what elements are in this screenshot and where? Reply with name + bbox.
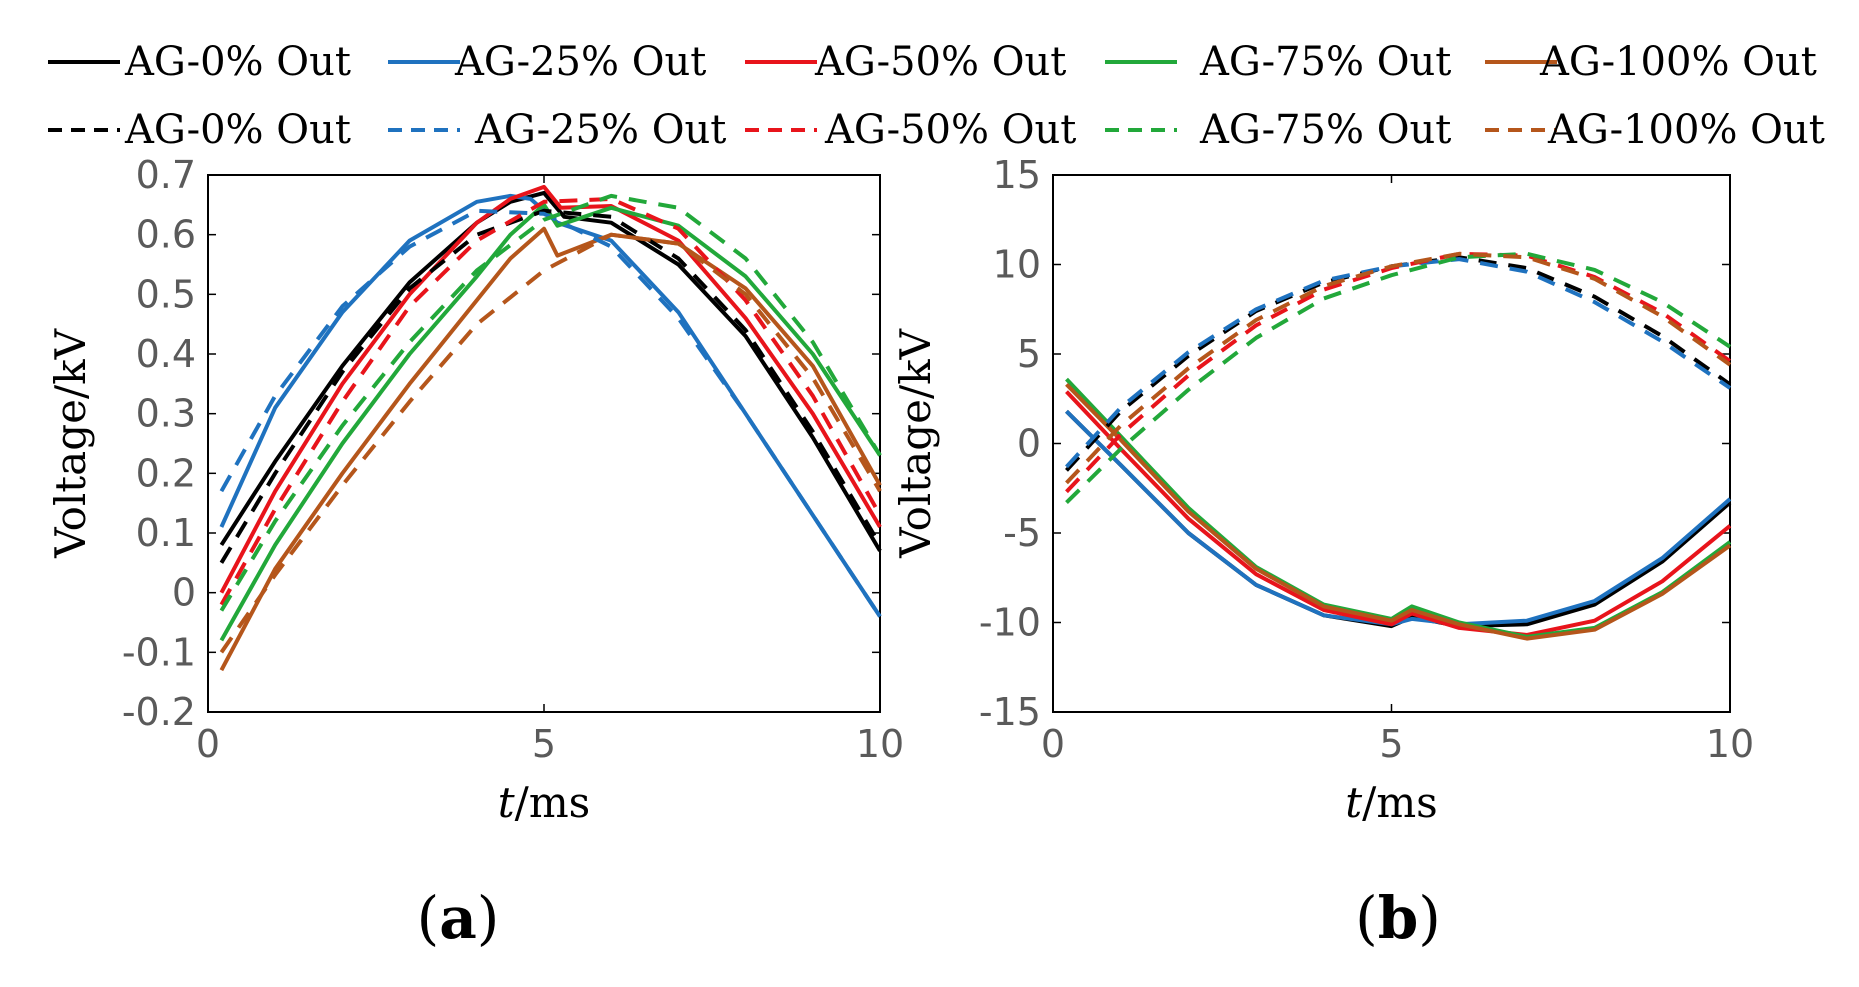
legend-item: AG-75% Out xyxy=(1105,107,1451,153)
series-line-ag100-dashed xyxy=(1065,251,1732,485)
y-tick-label: 0.7 xyxy=(136,153,196,197)
legend: AG-0% Out AG-25% Out AG-50% Out AG-75% Out A… xyxy=(48,39,1825,153)
legend-label: AG-100% Out xyxy=(1547,107,1825,153)
legend-item: AG-25% Out xyxy=(388,39,706,85)
legend-label: AG-25% Out xyxy=(474,107,726,153)
legend-item: AG-100% Out xyxy=(1485,39,1817,85)
legend-label: AG-50% Out xyxy=(814,39,1066,85)
series-line-ag25-dashed xyxy=(1065,257,1732,469)
y-tick-label: 0 xyxy=(172,571,196,615)
y-tick-label: 0.4 xyxy=(136,332,196,376)
series-line-ag75-solid xyxy=(219,202,882,642)
series-line-ag100-solid xyxy=(1065,383,1732,641)
chart-panel-a: -0.2 -0.1 0 0.1 0.2 0.3 0.4 0.5 0.6 0.7 0 5 10 Volta… xyxy=(46,153,904,952)
y-tick-label: -15 xyxy=(979,690,1041,734)
x-tick-label: 0 xyxy=(1041,722,1065,766)
x-tick-label: 10 xyxy=(1706,722,1754,766)
series-line-ag50-solid xyxy=(1065,390,1732,637)
legend-label: AG-0% Out xyxy=(124,39,351,85)
y-tick-label: 0.2 xyxy=(136,451,196,495)
panel-label-a: (a) xyxy=(417,884,500,952)
plot-area-frame-a xyxy=(207,174,881,713)
axis-ticks-b: -15 -10 -5 0 5 10 15 0 5 10 xyxy=(979,153,1754,766)
x-axis-label-unit-a: /ms xyxy=(515,778,591,827)
x-axis-label-b: t/ms xyxy=(1345,778,1437,827)
axis-ticks-a: -0.2 -0.1 0 0.1 0.2 0.3 0.4 0.5 0.6 0.7 0 5 10 xyxy=(122,153,904,766)
y-axis-label-a: Voltage/kV xyxy=(46,328,95,558)
y-tick-label: 0.5 xyxy=(136,272,196,316)
y-tick-label: 5 xyxy=(1017,332,1041,376)
series-line-ag25-dashed xyxy=(219,208,882,618)
legend-item: AG-50% Out xyxy=(745,39,1066,85)
plot-area-frame-b xyxy=(1052,174,1731,713)
y-tick-label: -0.2 xyxy=(122,690,196,734)
x-axis-label-unit-b: /ms xyxy=(1362,778,1438,827)
y-tick-label: 0.1 xyxy=(136,511,196,555)
x-axis-label-var-b: t xyxy=(1345,778,1362,827)
chart-panel-b: -15 -10 -5 0 5 10 15 0 5 10 Voltage/kV t/ms (b) xyxy=(891,153,1754,952)
legend-item: AG-75% Out xyxy=(1105,39,1451,85)
x-tick-label: 10 xyxy=(856,722,904,766)
series-lines-b xyxy=(1065,251,1732,641)
y-tick-label: -10 xyxy=(979,601,1041,645)
legend-label: AG-25% Out xyxy=(454,39,706,85)
legend-item: AG-0% Out xyxy=(48,107,351,153)
series-lines-a xyxy=(219,184,882,672)
panel-label-b-letter: b xyxy=(1378,884,1419,952)
series-line-ag0-dashed xyxy=(219,208,882,564)
y-tick-label: 15 xyxy=(993,153,1041,197)
legend-item: AG-100% Out xyxy=(1485,107,1825,153)
legend-label: AG-75% Out xyxy=(1199,107,1451,153)
legend-label: AG-75% Out xyxy=(1199,39,1451,85)
y-tick-label: 0.3 xyxy=(136,392,196,436)
y-axis-label-b: Voltage/kV xyxy=(891,328,940,558)
series-line-ag25-solid xyxy=(219,193,882,618)
series-line-ag100-solid xyxy=(219,226,882,672)
x-tick-label: 0 xyxy=(196,722,220,766)
series-line-ag0-solid xyxy=(1065,409,1732,629)
series-line-ag0-dashed xyxy=(1065,255,1732,472)
legend-label: AG-50% Out xyxy=(824,107,1076,153)
legend-label: AG-0% Out xyxy=(124,107,351,153)
x-tick-label: 5 xyxy=(1379,722,1403,766)
x-tick-label: 5 xyxy=(532,722,556,766)
panel-label-b: (b) xyxy=(1355,884,1441,952)
series-line-ag50-dashed xyxy=(219,196,882,606)
legend-label: AG-100% Out xyxy=(1539,39,1817,85)
y-tick-label: 0.6 xyxy=(136,213,196,257)
series-line-ag75-dashed xyxy=(219,193,882,612)
series-line-ag75-dashed xyxy=(1065,251,1732,505)
series-line-ag0-solid xyxy=(219,190,882,552)
legend-item: AG-0% Out xyxy=(48,39,351,85)
series-line-ag100-dashed xyxy=(219,232,882,654)
y-tick-label: 10 xyxy=(993,243,1041,287)
y-tick-label: -0.1 xyxy=(122,630,196,674)
x-axis-label-var-a: t xyxy=(498,778,515,827)
legend-item: AG-25% Out xyxy=(388,107,726,153)
y-tick-label: -5 xyxy=(1003,511,1041,555)
panel-label-a-letter: a xyxy=(439,884,477,952)
series-line-ag25-solid xyxy=(1065,409,1732,627)
legend-item: AG-50% Out xyxy=(745,107,1076,153)
x-axis-label-a: t/ms xyxy=(498,778,590,827)
series-line-ag50-solid xyxy=(219,184,882,594)
y-tick-label: 0 xyxy=(1017,422,1041,466)
